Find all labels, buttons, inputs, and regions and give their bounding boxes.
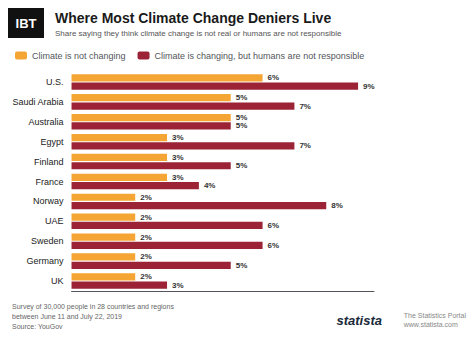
svg-text:7%: 7% [299,141,311,150]
svg-text:Australia: Australia [29,117,64,127]
svg-text:www.statista.com: www.statista.com [403,321,458,328]
svg-text:Survey of 30,000 people in 28: Survey of 30,000 people in 28 countries … [12,303,174,311]
svg-text:France: France [36,177,64,187]
svg-text:UK: UK [51,276,64,286]
svg-text:5%: 5% [235,113,248,123]
svg-text:2%: 2% [140,252,152,261]
svg-text:2%: 2% [140,213,152,222]
svg-text:2%: 2% [140,193,152,202]
svg-text:Sweden: Sweden [31,236,64,246]
svg-text:statista: statista [336,313,382,328]
svg-text:7%: 7% [299,102,311,111]
svg-text:5%: 5% [236,161,248,170]
svg-text:Germany: Germany [27,256,65,266]
svg-text:Climate is not changing: Climate is not changing [32,51,126,61]
svg-text:9%: 9% [363,82,375,91]
svg-text:Finland: Finland [34,157,64,167]
svg-text:UAE: UAE [45,216,64,226]
svg-text:Saudi Arabia: Saudi Arabia [12,97,63,107]
svg-text:3%: 3% [172,281,184,290]
svg-text:IBT: IBT [16,16,37,31]
svg-text:Egypt: Egypt [41,137,65,147]
svg-text:The Statistics Portal: The Statistics Portal [404,312,467,319]
svg-text:2%: 2% [140,233,152,242]
svg-text:6%: 6% [268,241,280,250]
svg-text:Source: YouGov: Source: YouGov [12,323,63,330]
svg-text:5%: 5% [236,261,248,270]
svg-text:U.S.: U.S. [46,77,64,87]
svg-text:Share saying they think climat: Share saying they think climate change i… [55,29,342,38]
svg-text:2%: 2% [140,272,152,281]
svg-text:Where Most Climate Change Deni: Where Most Climate Change Deniers Live [55,10,331,26]
svg-text:3%: 3% [172,133,184,142]
svg-text:3%: 3% [172,153,184,162]
svg-text:6%: 6% [268,73,280,82]
svg-text:6%: 6% [268,221,280,230]
svg-text:Climate is changing, but human: Climate is changing, but humans are not … [155,51,365,61]
svg-text:5%: 5% [236,121,248,130]
svg-text:8%: 8% [331,201,343,210]
svg-text:between June 11 and July 22, 2: between June 11 and July 22, 2019 [12,313,122,321]
svg-text:4%: 4% [204,181,216,190]
svg-text:Norway: Norway [33,196,64,206]
svg-text:5%: 5% [236,93,248,102]
svg-text:3%: 3% [172,173,184,182]
